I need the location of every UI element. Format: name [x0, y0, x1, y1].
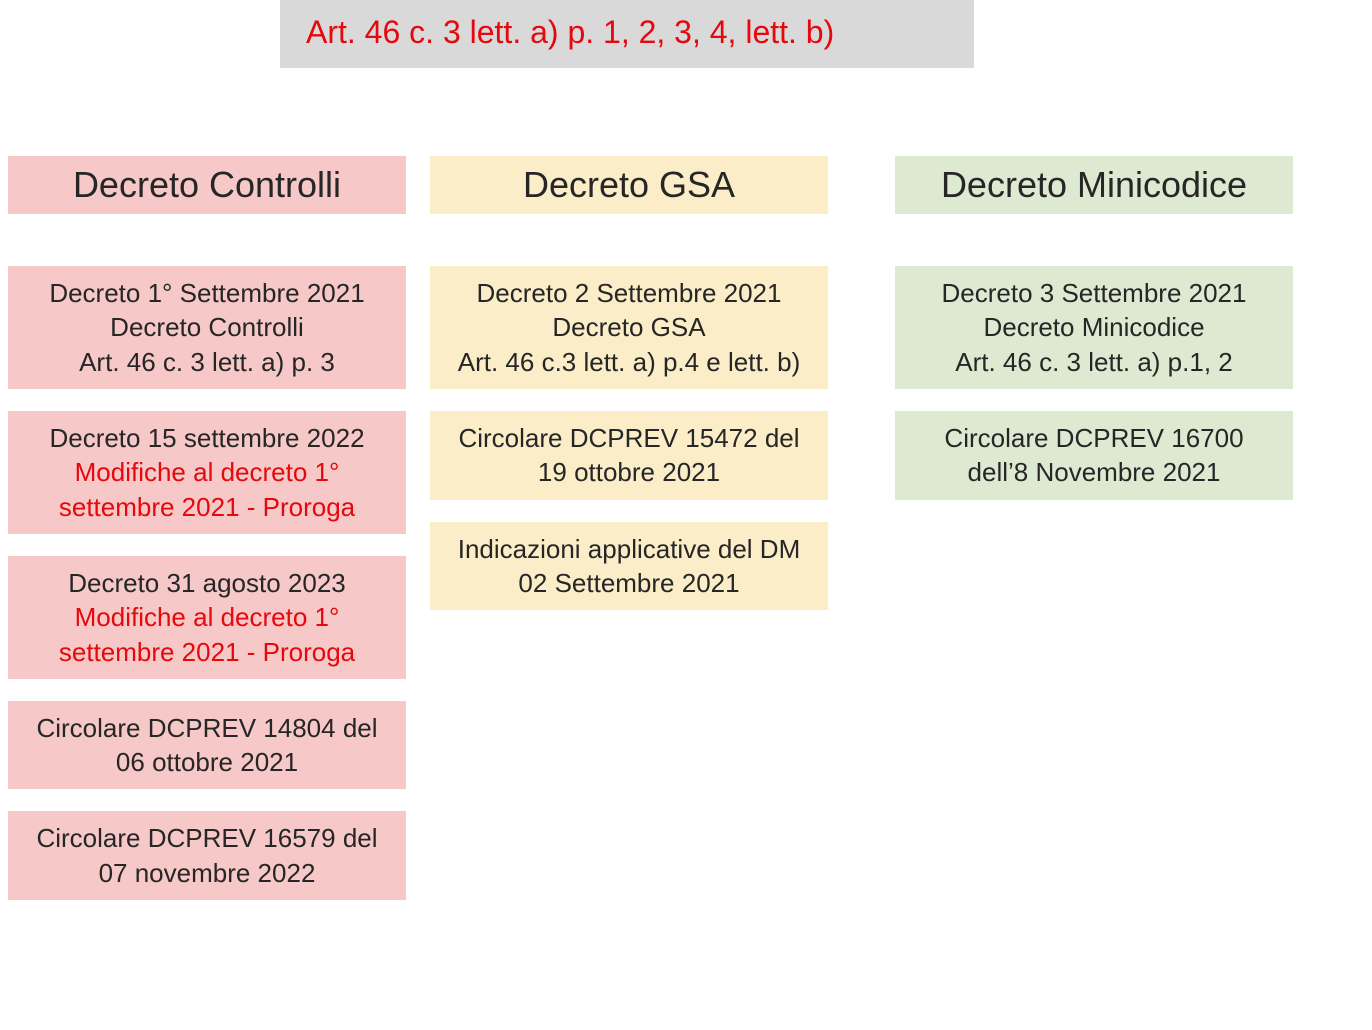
page-title: Art. 46 c. 3 lett. a) p. 1, 2, 3, 4, let…: [280, 0, 974, 68]
card-line: Circolare DCPREV 16579 del: [26, 821, 388, 855]
card-line: Art. 46 c. 3 lett. a) p.1, 2: [913, 345, 1275, 379]
card-line: Decreto GSA: [448, 310, 810, 344]
card-col2-2: Indicazioni applicative del DM02 Settemb…: [430, 522, 828, 611]
card-line: 06 ottobre 2021: [26, 745, 388, 779]
card-line: Indicazioni applicative del DM: [448, 532, 810, 566]
column-header-col3: Decreto Minicodice: [895, 156, 1293, 214]
card-line: Modifiche al decreto 1°: [26, 455, 388, 489]
card-line: Circolare DCPREV 14804 del: [26, 711, 388, 745]
card-col1-3: Circolare DCPREV 14804 del06 ottobre 202…: [8, 701, 406, 790]
card-line: Decreto Controlli: [26, 310, 388, 344]
card-line: Decreto 1° Settembre 2021: [26, 276, 388, 310]
card-line: Decreto 2 Settembre 2021: [448, 276, 810, 310]
card-line: Decreto 3 Settembre 2021: [913, 276, 1275, 310]
card-line: Circolare DCPREV 15472 del: [448, 421, 810, 455]
card-col1-2: Decreto 31 agosto 2023Modifiche al decre…: [8, 556, 406, 679]
card-col2-1: Circolare DCPREV 15472 del19 ottobre 202…: [430, 411, 828, 500]
card-col1-0: Decreto 1° Settembre 2021Decreto Control…: [8, 266, 406, 389]
card-col2-0: Decreto 2 Settembre 2021Decreto GSAArt. …: [430, 266, 828, 389]
card-line: Decreto 31 agosto 2023: [26, 566, 388, 600]
card-line: dell’8 Novembre 2021: [913, 455, 1275, 489]
column-col2: Decreto GSADecreto 2 Settembre 2021Decre…: [430, 156, 828, 610]
card-col3-0: Decreto 3 Settembre 2021Decreto Minicodi…: [895, 266, 1293, 389]
card-line: Decreto 15 settembre 2022: [26, 421, 388, 455]
column-col3: Decreto MinicodiceDecreto 3 Settembre 20…: [895, 156, 1293, 500]
card-line: 02 Settembre 2021: [448, 566, 810, 600]
column-header-col1: Decreto Controlli: [8, 156, 406, 214]
card-line: 07 novembre 2022: [26, 856, 388, 890]
diagram-root: Art. 46 c. 3 lett. a) p. 1, 2, 3, 4, let…: [0, 0, 1372, 1030]
card-col3-1: Circolare DCPREV 16700dell’8 Novembre 20…: [895, 411, 1293, 500]
column-header-col2: Decreto GSA: [430, 156, 828, 214]
card-line: Decreto Minicodice: [913, 310, 1275, 344]
card-line: Art. 46 c. 3 lett. a) p. 3: [26, 345, 388, 379]
card-line: settembre 2021 - Proroga: [26, 490, 388, 524]
card-col1-4: Circolare DCPREV 16579 del07 novembre 20…: [8, 811, 406, 900]
card-line: 19 ottobre 2021: [448, 455, 810, 489]
card-line: Circolare DCPREV 16700: [913, 421, 1275, 455]
card-line: Modifiche al decreto 1°: [26, 600, 388, 634]
card-line: Art. 46 c.3 lett. a) p.4 e lett. b): [448, 345, 810, 379]
card-line: settembre 2021 - Proroga: [26, 635, 388, 669]
column-col1: Decreto ControlliDecreto 1° Settembre 20…: [8, 156, 406, 900]
card-col1-1: Decreto 15 settembre 2022Modifiche al de…: [8, 411, 406, 534]
